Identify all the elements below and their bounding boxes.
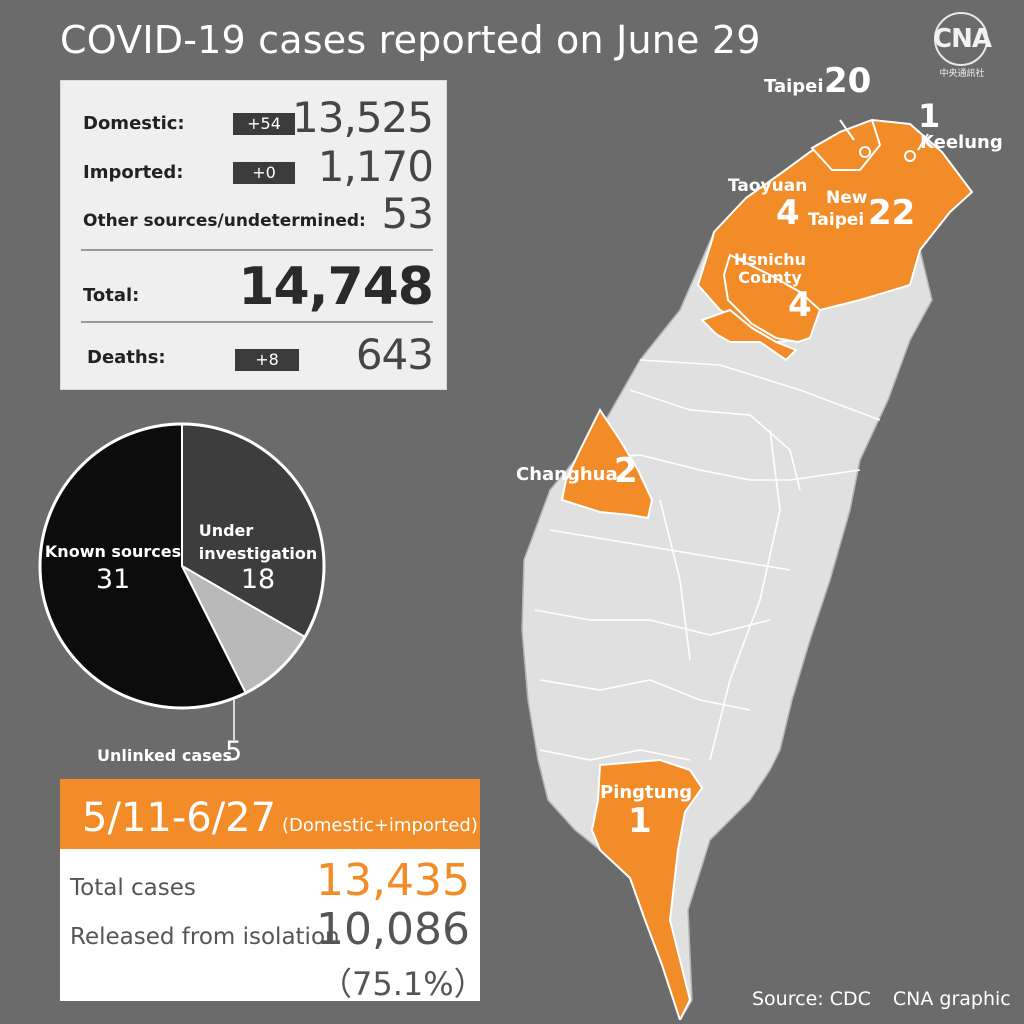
changhua-name: Changhua [516, 464, 618, 485]
hsinchu-value: 4 [788, 285, 812, 325]
domestic-value: 13,525 [292, 93, 434, 142]
city-markers [839, 119, 929, 162]
keelung-marker [904, 150, 916, 162]
source-pie-chart: Known sources 31 Under investigation 18 [34, 418, 330, 714]
taipei-marker [859, 146, 871, 158]
released-percent: （75.1%） [320, 965, 486, 1003]
total-cases-value: 13,435 [316, 855, 470, 906]
imported-delta: +0 [233, 162, 295, 184]
pingtung-county [590, 758, 704, 1020]
taoyuan-value: 4 [776, 193, 800, 233]
unlinked-label: Unlinked cases [97, 746, 233, 765]
keelung-value: 1 [918, 97, 941, 135]
imported-label: Imported: [83, 162, 184, 183]
taipei-name: Taipei [764, 76, 824, 97]
period-note: (Domestic+imported) [282, 815, 478, 836]
divider [81, 249, 433, 251]
county-borders [534, 359, 881, 761]
source-text: Source: CDC [752, 988, 871, 1010]
logo-subtext: 中央通訊社 [939, 69, 985, 79]
taipei-leader [839, 119, 855, 141]
pingtung-value: 1 [628, 801, 652, 841]
changhua-county [560, 408, 654, 520]
hsinchu-name-line1: Hsnichu [733, 250, 807, 269]
hsinchu-county [722, 253, 822, 344]
cna-logo: CNA 中央通訊社 [922, 12, 1002, 80]
changhua-value: 2 [614, 451, 638, 491]
period-summary: 5/11-6/27 (Domestic+imported) Total case… [60, 779, 486, 1003]
domestic-label: Domestic: [83, 113, 185, 134]
new-taipei-name-line1: New [826, 188, 868, 208]
investigation-value: 18 [240, 564, 276, 595]
pie-outline [38, 422, 326, 710]
unlinked-value: 5 [225, 736, 243, 767]
deaths-delta: +8 [235, 349, 299, 371]
period-range: 5/11-6/27 [82, 795, 277, 841]
new-taipei-name-line2: Taipei [808, 210, 865, 230]
known-sources-label: Known sources [44, 542, 182, 561]
investigation-label-line1: Under [198, 521, 254, 540]
known-sources-value: 31 [95, 564, 131, 595]
keelung-name: Keelung [920, 132, 1003, 153]
new-taipei-value: 22 [868, 193, 916, 233]
deaths-value: 643 [355, 330, 434, 379]
taoyuan-name: Taoyuan [728, 176, 808, 196]
credit-text: CNA graphic [892, 988, 1011, 1010]
other-value: 53 [381, 189, 434, 238]
taiwan-map: Taipei 20 1 Keelung Taoyuan 4 New Taipei… [480, 60, 1024, 1020]
unlinked-leader-line [233, 700, 235, 740]
source-credit: Source: CDC CNA graphic [752, 988, 1011, 1010]
pingtung-name: Pingtung [600, 782, 693, 803]
hsinchu-name-line2: County [738, 268, 802, 287]
pie-svg [38, 422, 326, 710]
deaths-label: Deaths: [87, 347, 166, 368]
total-cases-label: Total cases [70, 875, 196, 901]
divider [81, 321, 433, 323]
stats-panel: Domestic: +54 13,525 Imported: +0 1,170 … [60, 80, 447, 390]
other-label: Other sources/undetermined: [83, 211, 366, 231]
map-svg [521, 118, 974, 1020]
page-title: COVID-19 cases reported on June 29 [60, 18, 761, 62]
total-value: 14,748 [238, 257, 434, 317]
total-label: Total: [83, 285, 140, 306]
keelung-leader [917, 133, 929, 151]
period-header: 5/11-6/27 (Domestic+imported) [60, 779, 480, 849]
released-value: 10,086 [316, 904, 470, 955]
taipei-value: 20 [824, 61, 872, 101]
logo-text: CNA [933, 24, 992, 54]
investigation-label-line2: investigation [198, 544, 318, 563]
released-label: Released from isolation [70, 924, 340, 950]
domestic-delta: +54 [233, 113, 295, 135]
logo-ring-icon [934, 12, 988, 66]
imported-value: 1,170 [317, 142, 434, 191]
